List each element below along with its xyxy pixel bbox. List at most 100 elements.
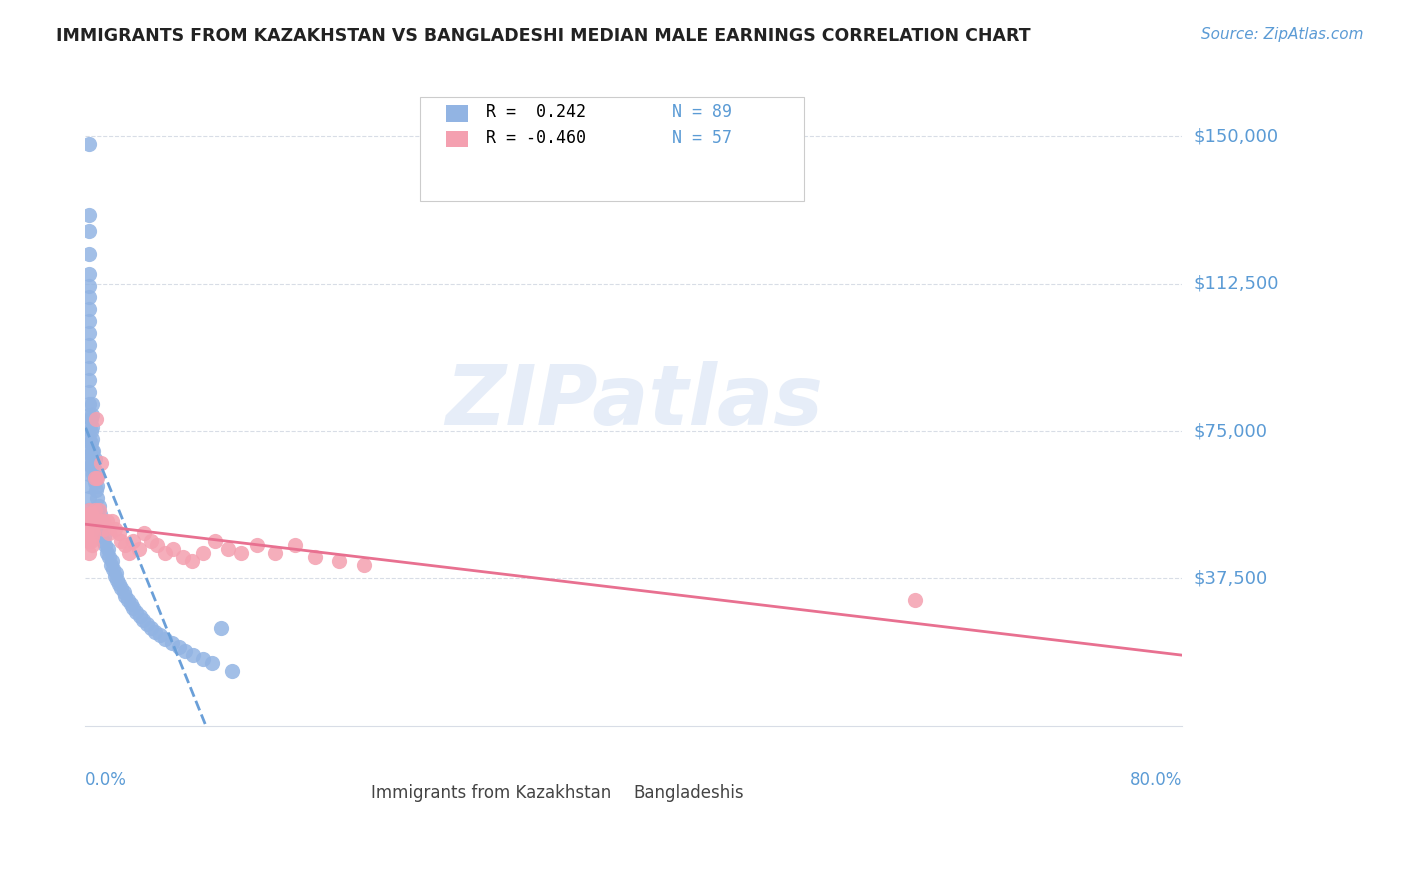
Point <box>89 515 111 529</box>
Point <box>155 632 177 647</box>
Point <box>79 491 101 505</box>
Point <box>93 530 115 544</box>
Point <box>79 291 101 305</box>
Point <box>80 396 103 410</box>
Point <box>105 574 128 588</box>
Point <box>79 420 101 434</box>
Point <box>90 526 112 541</box>
Point <box>96 515 118 529</box>
Point <box>139 621 162 635</box>
Point <box>114 538 136 552</box>
Text: 0.0%: 0.0% <box>86 772 127 789</box>
Point <box>89 518 111 533</box>
Point <box>114 589 136 603</box>
Point <box>191 652 214 666</box>
Text: Source: ZipAtlas.com: Source: ZipAtlas.com <box>1201 27 1364 42</box>
Point <box>284 538 307 552</box>
FancyBboxPatch shape <box>420 97 804 201</box>
Point <box>79 534 101 549</box>
Text: 80.0%: 80.0% <box>1129 772 1182 789</box>
Point <box>79 409 101 423</box>
Point <box>79 467 101 482</box>
Point <box>167 640 190 655</box>
Point <box>122 534 145 549</box>
Point <box>149 628 172 642</box>
Point <box>93 522 115 536</box>
Point <box>79 522 101 536</box>
Point <box>86 491 108 505</box>
Point <box>174 644 197 658</box>
Text: Bangladeshis: Bangladeshis <box>633 784 744 802</box>
Point <box>221 664 243 678</box>
Text: $112,500: $112,500 <box>1194 275 1278 293</box>
Point <box>155 546 177 560</box>
Point <box>91 515 114 529</box>
Point <box>107 526 129 541</box>
Point <box>91 522 114 536</box>
Point <box>90 456 112 470</box>
Point <box>79 518 101 533</box>
Point <box>162 541 184 556</box>
Point <box>120 597 142 611</box>
Point <box>353 558 375 572</box>
Point <box>80 420 103 434</box>
Point <box>304 549 326 564</box>
Point <box>90 515 112 529</box>
Point <box>107 577 129 591</box>
Point <box>91 534 114 549</box>
Point <box>191 546 214 560</box>
Point <box>217 541 239 556</box>
Point <box>246 538 269 552</box>
Point <box>83 502 105 516</box>
Text: $150,000: $150,000 <box>1194 128 1278 145</box>
Point <box>98 526 121 541</box>
Point <box>110 582 132 596</box>
Point <box>125 605 148 619</box>
Point <box>79 350 101 364</box>
Point <box>80 538 103 552</box>
Point <box>181 554 204 568</box>
Point <box>82 526 104 541</box>
Point <box>79 337 101 351</box>
Point <box>79 515 101 529</box>
FancyBboxPatch shape <box>446 105 468 121</box>
Point <box>79 502 101 516</box>
Point <box>132 526 155 541</box>
Point <box>97 541 120 556</box>
Point <box>110 534 132 549</box>
Point <box>160 636 183 650</box>
Point <box>79 326 101 340</box>
Point <box>79 424 101 438</box>
Point <box>82 456 104 470</box>
Point <box>86 502 108 516</box>
Point <box>79 546 101 560</box>
Point <box>101 554 124 568</box>
Point <box>183 648 205 662</box>
Point <box>79 507 101 521</box>
Point <box>103 561 125 575</box>
Point <box>84 483 107 497</box>
Point <box>172 549 194 564</box>
Text: ZIPatlas: ZIPatlas <box>444 361 823 442</box>
Point <box>204 534 226 549</box>
Text: R = -0.460: R = -0.460 <box>485 128 585 147</box>
Point <box>79 518 101 533</box>
Point <box>104 569 127 583</box>
FancyBboxPatch shape <box>425 772 444 784</box>
Point <box>201 656 224 670</box>
Text: N = 89: N = 89 <box>672 103 733 120</box>
Point <box>80 510 103 524</box>
FancyBboxPatch shape <box>617 772 637 784</box>
Point <box>104 566 127 580</box>
Point <box>79 137 101 152</box>
Point <box>79 515 101 529</box>
Point <box>79 507 101 521</box>
Point <box>79 515 101 529</box>
Point <box>328 554 350 568</box>
Point <box>904 593 927 607</box>
Point <box>87 499 110 513</box>
Point <box>87 502 110 516</box>
Point <box>79 526 101 541</box>
Point <box>80 456 103 470</box>
Point <box>143 624 166 639</box>
